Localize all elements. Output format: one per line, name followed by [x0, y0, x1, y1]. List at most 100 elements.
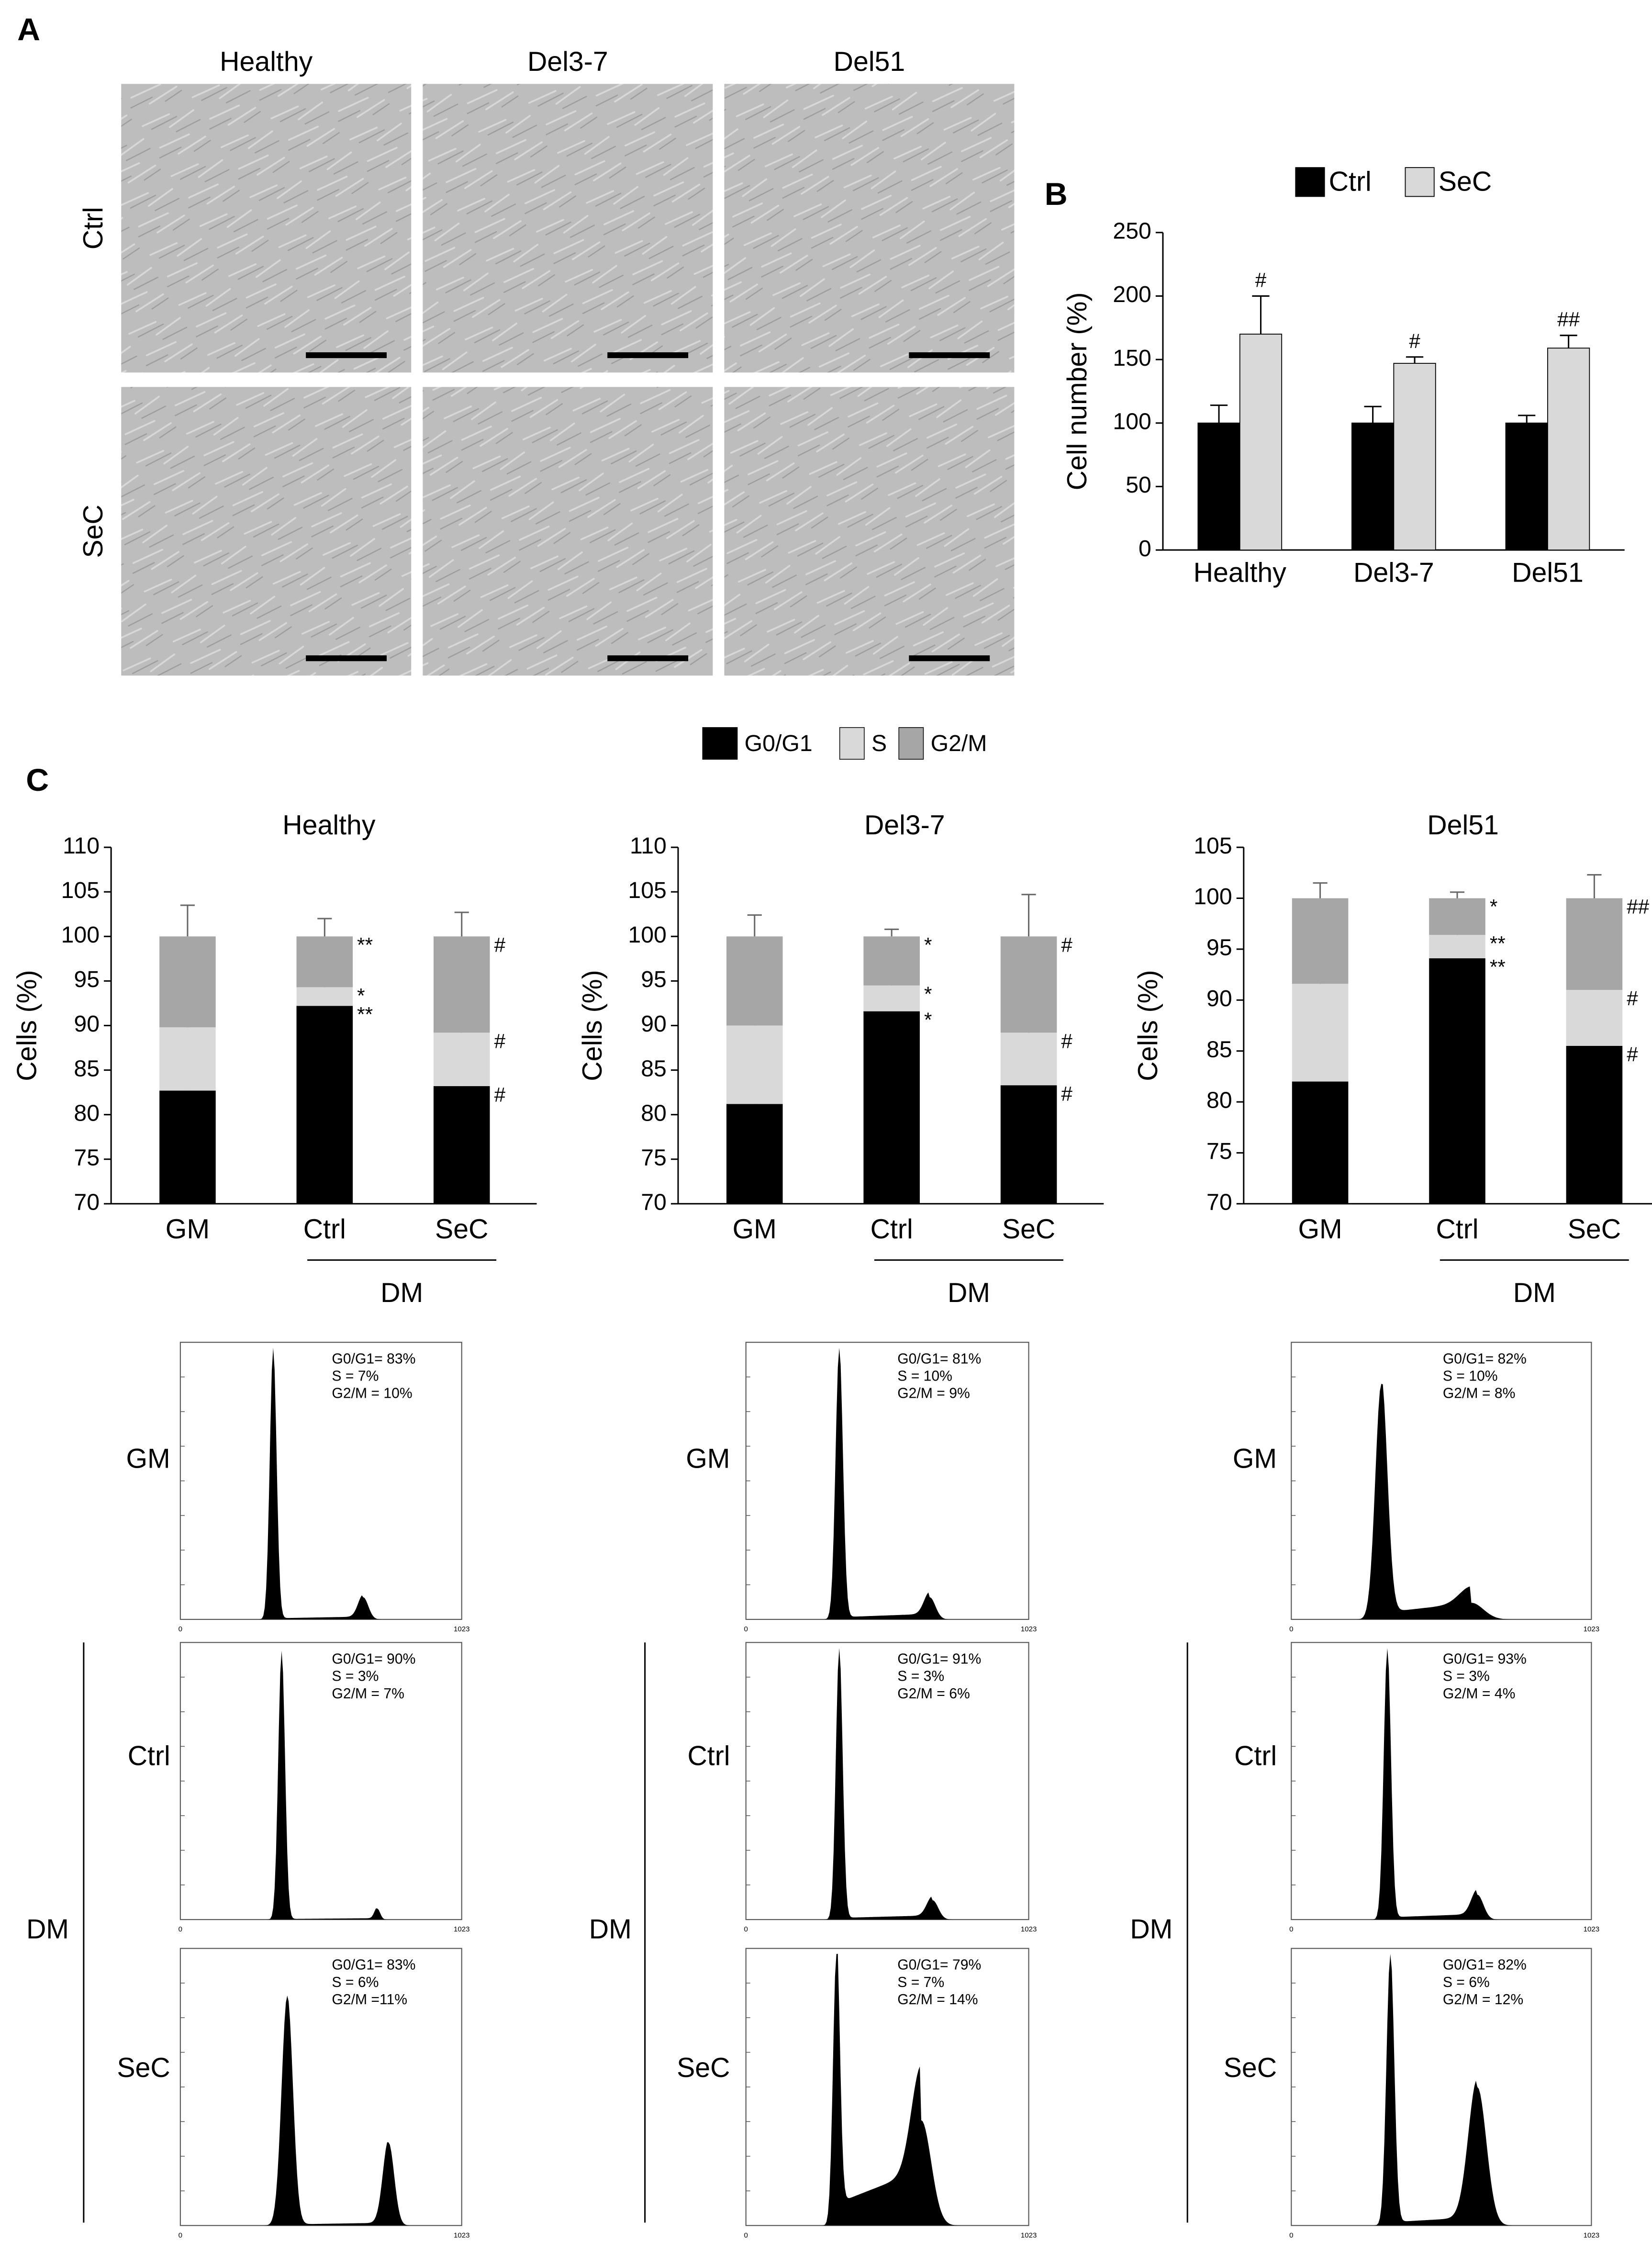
axis-label: 0 [179, 2231, 182, 2239]
gate-stat: S = 7% [332, 1369, 379, 1384]
axis-label: 0 [1289, 1625, 1293, 1633]
significance-mark: * [924, 1009, 932, 1031]
x-tick-label: Ctrl [871, 1214, 913, 1245]
axis-label: 1023 [1021, 1625, 1037, 1633]
y-tick-label: 110 [630, 833, 667, 859]
axis-label: 0 [179, 1625, 182, 1633]
y-tick-label: 75 [641, 1145, 667, 1170]
significance-mark: * [1490, 896, 1497, 918]
significance-mark: # [494, 934, 506, 956]
y-tick-label: 200 [1113, 281, 1151, 307]
significance-mark: # [1061, 934, 1072, 956]
histogram-shape [180, 1995, 462, 2226]
gate-stat: G0/G1= 93% [1443, 1651, 1527, 1667]
bar-segment [433, 1033, 490, 1087]
bar-segment [296, 936, 353, 988]
gate-stat: G2/M = 9% [897, 1386, 970, 1402]
error-bar [317, 918, 332, 937]
y-axis-label: Cells (%) [577, 970, 608, 1081]
legend-label: G2/M [931, 730, 987, 756]
histogram-frame [745, 1948, 1029, 2226]
bar-segment [159, 1090, 216, 1204]
chart-title: Healthy [282, 810, 376, 841]
group-label: DM [1130, 1914, 1172, 1944]
x-tick-label: Del51 [1512, 557, 1584, 588]
legend-label: S [871, 730, 887, 756]
bar-segment [1429, 935, 1485, 959]
axis-label: 1023 [1584, 1625, 1600, 1633]
gate-stat: G0/G1= 83% [332, 1351, 415, 1367]
x-tick-label: GM [733, 1214, 777, 1245]
axis-label: 0 [1289, 2231, 1293, 2239]
gate-stat: G2/M = 10% [332, 1386, 412, 1402]
legend-label: G0/G1 [745, 730, 813, 756]
y-tick-label: 50 [1126, 472, 1151, 498]
legend-label: Ctrl [1329, 166, 1372, 197]
bar-segment [1292, 1081, 1349, 1204]
micrograph [724, 84, 1015, 373]
bar-segment [296, 987, 353, 1006]
row-label: Ctrl [78, 207, 109, 249]
significance-mark: # [1409, 330, 1420, 352]
gate-stat: S = 7% [897, 1975, 944, 1990]
histogram-frame [745, 1642, 1029, 1920]
bar-segment [726, 936, 783, 1026]
y-tick-label: 90 [1206, 986, 1232, 1011]
x-tick-label: Healthy [1194, 557, 1287, 588]
x-tick-label: Ctrl [303, 1214, 346, 1245]
bar [1351, 422, 1395, 550]
error-bar [1587, 874, 1602, 898]
x-tick-label: SeC [1002, 1214, 1055, 1245]
axis-label: 1023 [1584, 2231, 1600, 2239]
y-tick-label: 100 [1194, 884, 1232, 909]
gate-stat: G0/G1= 79% [897, 1957, 981, 1973]
axis-label: 1023 [454, 1925, 470, 1933]
y-tick-label: 90 [74, 1011, 100, 1037]
error-bar [1560, 335, 1577, 348]
row-label: Ctrl [687, 1741, 730, 1772]
column-label: Del51 [834, 46, 905, 77]
axis-label: 1023 [1021, 2231, 1037, 2239]
column-label: Healthy [220, 46, 313, 77]
gate-stat: S = 3% [332, 1669, 379, 1684]
axis-label: 0 [744, 1625, 748, 1633]
axis-label: 1023 [1584, 1925, 1600, 1933]
micrograph [724, 387, 1015, 676]
bar [1197, 422, 1240, 550]
axis-label: 0 [744, 1925, 748, 1933]
error-bar [180, 904, 195, 937]
row-label: SeC [1224, 2053, 1277, 2083]
error-bar [454, 911, 469, 937]
y-tick-label: 80 [74, 1100, 100, 1126]
error-bar [1313, 882, 1328, 898]
y-axis-label: Cells (%) [1133, 970, 1163, 1081]
significance-mark: ## [1627, 896, 1649, 918]
bar-segment [1566, 1045, 1623, 1204]
chart-title: Del3-7 [864, 810, 945, 841]
y-tick-label: 100 [61, 922, 100, 948]
y-tick-label: 100 [1113, 408, 1151, 434]
gate-stat: S = 3% [897, 1669, 944, 1684]
bar-segment [296, 1006, 353, 1204]
bar-segment [1000, 1033, 1057, 1086]
y-tick-label: 80 [641, 1100, 667, 1126]
significance-mark: ** [1490, 955, 1506, 978]
axis-label: 1023 [454, 1625, 470, 1633]
gate-stat: S = 10% [1443, 1369, 1498, 1384]
axis-label: 0 [179, 1925, 182, 1933]
group-label: DM [948, 1278, 990, 1308]
histogram-frame [745, 1342, 1029, 1620]
panel-label: A [17, 12, 40, 47]
y-tick-label: 250 [1113, 218, 1151, 244]
bar-segment [1000, 936, 1057, 1033]
bar [1239, 334, 1283, 550]
significance-mark: * [924, 983, 932, 1005]
row-label: GM [686, 1444, 730, 1474]
row-label: Ctrl [128, 1741, 170, 1772]
y-axis-label: Cells (%) [11, 970, 42, 1081]
significance-mark: # [494, 1030, 506, 1053]
legend-swatch [898, 727, 924, 760]
group-label: DM [589, 1914, 632, 1944]
y-tick-label: 105 [61, 877, 100, 903]
y-tick-label: 95 [1206, 935, 1232, 961]
